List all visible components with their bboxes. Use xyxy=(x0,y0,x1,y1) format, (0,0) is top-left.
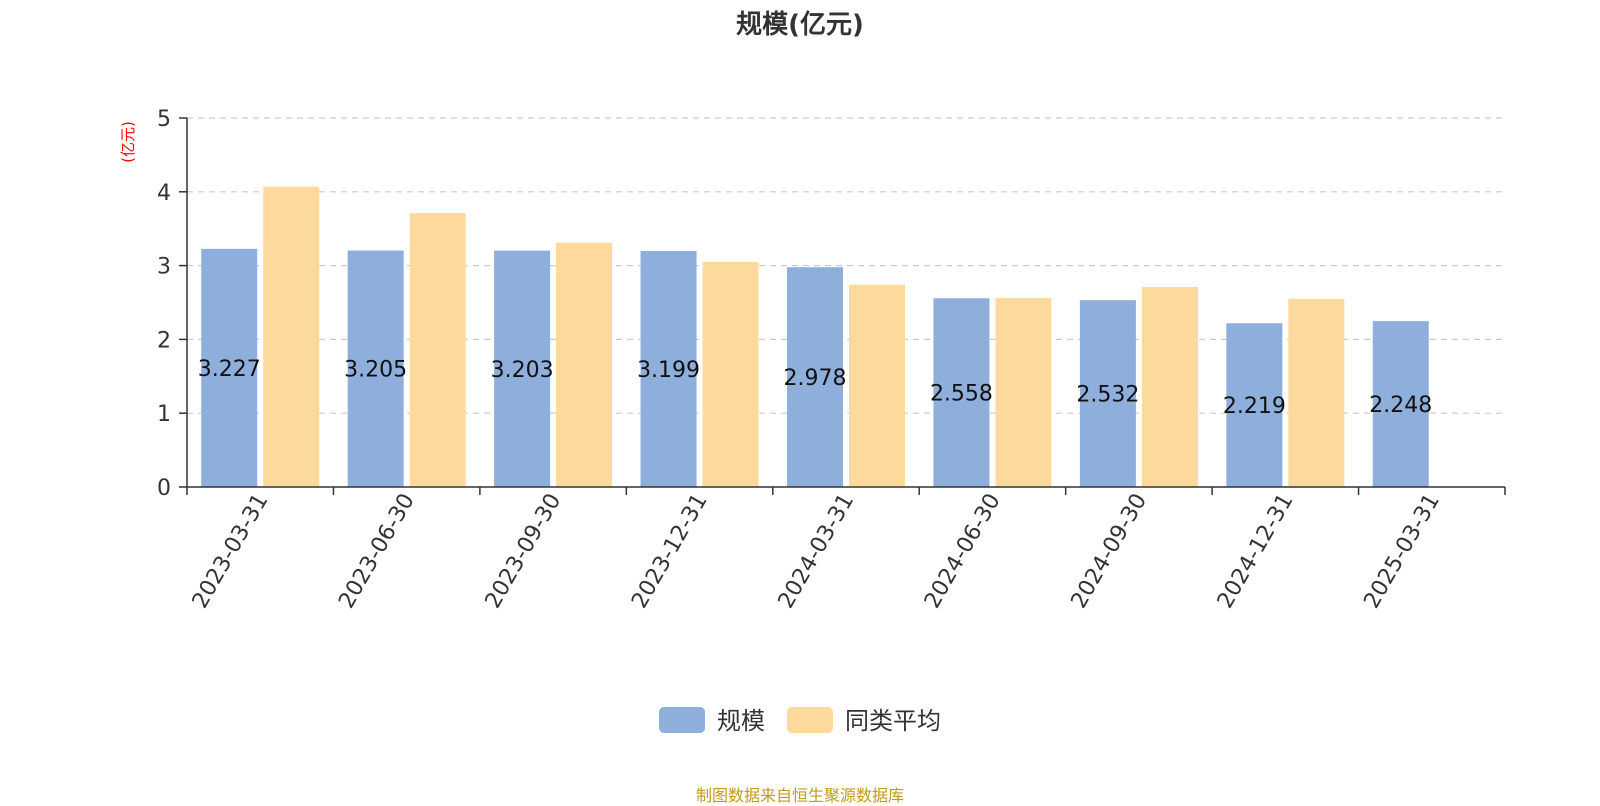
y-tick-label: 0 xyxy=(157,476,171,501)
y-tick-label: 2 xyxy=(157,328,171,353)
legend-swatch xyxy=(787,707,833,733)
y-tick-label: 4 xyxy=(157,181,171,206)
x-tick-label: 2023-03-31 xyxy=(188,490,274,613)
legend-label: 规模 xyxy=(717,707,765,735)
bar-peer-average xyxy=(1141,287,1198,487)
x-tick-label: 2024-12-31 xyxy=(1213,490,1299,613)
bar-peer-average xyxy=(556,242,613,487)
bar-peer-average xyxy=(702,261,759,487)
data-source-note: 制图数据来自恒生聚源数据库 xyxy=(695,786,904,805)
bar-value-label: 2.219 xyxy=(1223,394,1286,419)
bar-scale xyxy=(494,250,551,487)
y-tick-label: 1 xyxy=(157,402,171,427)
x-tick-label: 2024-03-31 xyxy=(774,490,860,613)
bar-scale xyxy=(201,248,258,487)
bar-scale xyxy=(787,267,843,487)
bar-scale xyxy=(1372,321,1429,487)
bar-value-label: 3.227 xyxy=(198,357,261,382)
bar-peer-average xyxy=(995,298,1052,487)
bar-scale xyxy=(1079,300,1136,487)
bar-scale xyxy=(347,250,404,487)
bar-value-label: 3.199 xyxy=(637,358,700,383)
x-tick-label: 2024-06-30 xyxy=(920,490,1006,613)
bar-scale xyxy=(1226,323,1283,487)
x-tick-label: 2023-06-30 xyxy=(334,490,420,613)
y-tick-label: 5 xyxy=(157,107,171,132)
bar-value-label: 2.248 xyxy=(1369,393,1432,418)
x-tick-label: 2024-09-30 xyxy=(1067,490,1153,613)
legend-swatch xyxy=(659,707,705,733)
bar-peer-average xyxy=(849,284,905,487)
bar-value-label: 3.203 xyxy=(491,358,554,383)
bar-value-label: 2.532 xyxy=(1076,383,1139,408)
bar-peer-average xyxy=(1288,298,1345,487)
x-tick-label: 2025-03-31 xyxy=(1359,490,1445,613)
x-tick-label: 2023-12-31 xyxy=(627,490,713,613)
legend-label: 同类平均 xyxy=(845,707,941,735)
x-tick-label: 2023-09-30 xyxy=(481,490,567,613)
bar-peer-average xyxy=(409,213,466,487)
bar-peer-average xyxy=(263,186,320,487)
y-tick-label: 3 xyxy=(157,255,171,280)
bar-scale xyxy=(933,298,990,487)
bar-value-label: 2.558 xyxy=(930,382,993,407)
chart-title: 规模(亿元) xyxy=(736,10,864,40)
bar-scale xyxy=(640,250,697,487)
bar-value-label: 2.978 xyxy=(784,366,847,391)
y-axis-title: (亿元) xyxy=(119,121,137,163)
bar-value-label: 3.205 xyxy=(344,358,407,383)
